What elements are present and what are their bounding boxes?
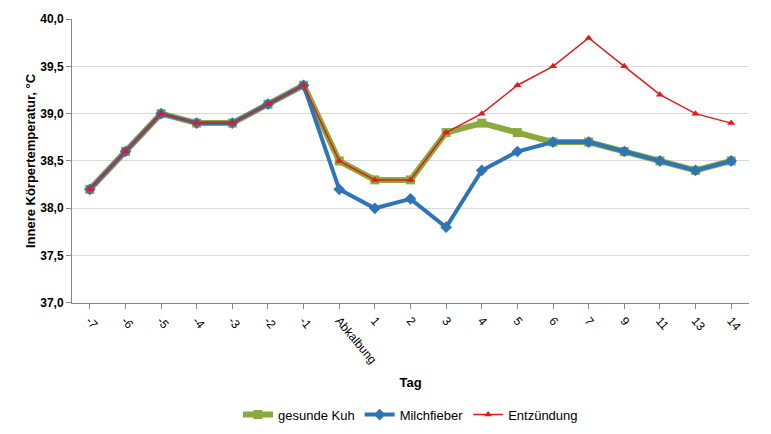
svg-text:Entzündung: Entzündung [508,408,577,423]
svg-text:39,0: 39,0 [40,107,64,121]
svg-text:38,5: 38,5 [40,154,64,168]
svg-text:Milchfieber: Milchfieber [400,408,464,423]
svg-text:40,0: 40,0 [40,12,64,26]
svg-text:1: 1 [368,314,383,328]
svg-text:37,0: 37,0 [40,296,64,310]
svg-text:3: 3 [439,314,454,328]
svg-text:37,5: 37,5 [40,249,64,263]
svg-text:Tag: Tag [399,375,421,390]
svg-text:5: 5 [510,314,525,328]
svg-text:-2: -2 [261,314,279,331]
svg-text:4: 4 [475,314,490,328]
svg-text:-1: -1 [297,314,315,331]
svg-text:Innere Körpertemperatur, °C: Innere Körpertemperatur, °C [23,73,38,248]
svg-text:-7: -7 [83,314,101,331]
svg-text:11: 11 [653,314,672,333]
svg-text:6: 6 [546,314,561,328]
svg-text:Abkalbung: Abkalbung [332,314,379,366]
svg-text:9: 9 [617,314,632,328]
svg-text:-3: -3 [225,314,243,331]
svg-text:-6: -6 [119,314,137,331]
svg-text:14: 14 [724,314,744,333]
svg-text:gesunde Kuh: gesunde Kuh [278,408,355,423]
svg-text:7: 7 [582,314,597,328]
svg-text:39,5: 39,5 [40,60,64,74]
svg-text:-4: -4 [190,314,208,331]
svg-text:38,0: 38,0 [40,201,64,215]
svg-text:13: 13 [689,314,709,333]
svg-text:-5: -5 [154,314,172,331]
svg-text:2: 2 [404,314,419,328]
